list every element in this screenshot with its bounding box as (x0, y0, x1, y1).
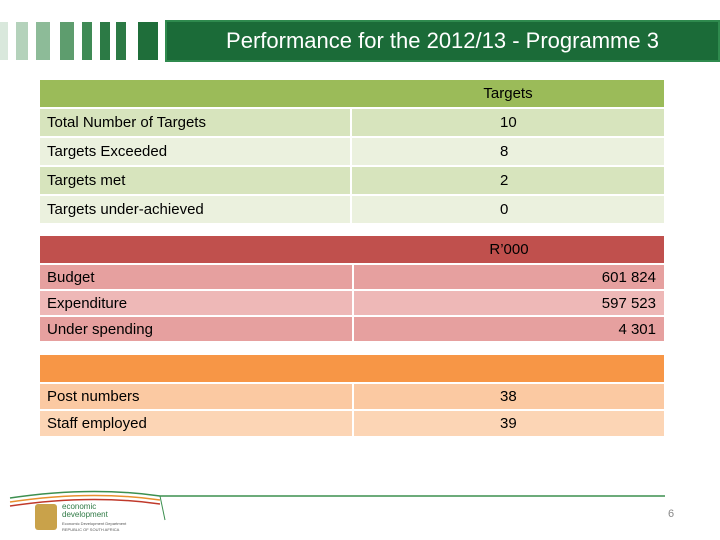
row-value: 10 (352, 109, 664, 136)
logo-line: development (62, 510, 108, 519)
table-header (40, 236, 664, 263)
row-label: Targets under-achieved (40, 196, 350, 223)
logo-line: economic (62, 502, 97, 511)
row-label: Staff employed (40, 411, 352, 436)
row-value: 4 301 (354, 317, 664, 341)
page-number: 6 (668, 508, 675, 520)
row-value: 8 (352, 138, 664, 165)
row-value: 39 (354, 411, 664, 436)
row-value: 601 824 (354, 265, 664, 289)
footer-line (9, 490, 665, 499)
footer (9, 490, 665, 530)
row-value: 38 (354, 384, 664, 409)
footer-line (9, 498, 161, 507)
footer-line (9, 494, 161, 503)
logo-name: economic development (62, 503, 108, 519)
table-header (40, 355, 664, 382)
row-label: Targets Exceeded (40, 138, 350, 165)
stripe (100, 22, 110, 60)
coat-of-arms (35, 504, 57, 530)
row-label: Expenditure (40, 291, 352, 315)
row-label: Budget (40, 265, 352, 289)
table-heading: R’000 (489, 241, 529, 258)
row-value: 0 (352, 196, 664, 223)
row-label: Post numbers (40, 384, 352, 409)
row-value: 597 523 (354, 291, 664, 315)
row-label: Under spending (40, 317, 352, 341)
title: Performance for the 2012/13 - Programme … (165, 20, 720, 62)
stripe (0, 22, 8, 60)
table-heading: Targets (483, 85, 533, 102)
row-value: 2 (352, 167, 664, 194)
stripe (36, 22, 50, 60)
table-header (40, 80, 664, 107)
row-label: Total Number of Targets (40, 109, 350, 136)
footer-line (159, 495, 166, 521)
stripe (60, 22, 74, 60)
logo-country: REPUBLIC OF SOUTH AFRICA (62, 527, 120, 532)
row-label: Targets met (40, 167, 350, 194)
logo-department: Economic Development Department (62, 521, 127, 526)
stripe (82, 22, 92, 60)
stripe (138, 22, 158, 60)
stripe (16, 22, 28, 60)
stripe (116, 22, 126, 60)
